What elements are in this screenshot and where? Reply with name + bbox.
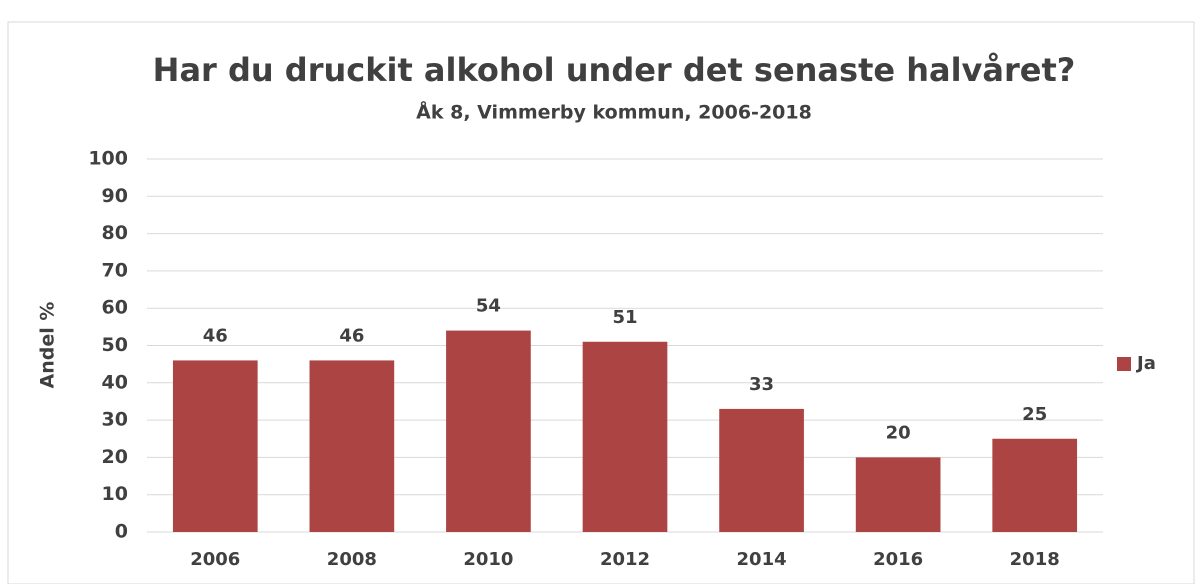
data-label: 25 xyxy=(1022,404,1047,425)
x-tick-label: 2006 xyxy=(190,549,240,570)
legend-label: Ja xyxy=(1135,353,1156,374)
y-tick-label: 30 xyxy=(102,409,128,431)
y-tick-label: 80 xyxy=(102,222,128,244)
bar xyxy=(446,330,531,532)
y-tick-label: 70 xyxy=(102,259,128,281)
bar xyxy=(172,360,258,532)
chart-title: Har du druckit alkohol under det senaste… xyxy=(153,51,1076,89)
data-label: 54 xyxy=(476,296,501,317)
y-tick-label: 100 xyxy=(88,148,128,170)
x-tick-label: 2016 xyxy=(873,549,923,570)
bar xyxy=(582,341,668,532)
y-tick-label: 20 xyxy=(102,446,128,468)
y-tick-label: 40 xyxy=(102,371,128,393)
chart-subtitle: Åk 8, Vimmerby kommun, 2006-2018 xyxy=(416,100,812,124)
y-tick-label: 90 xyxy=(102,185,128,207)
y-tick-label: 10 xyxy=(102,483,128,505)
x-tick-label: 2008 xyxy=(327,549,377,570)
x-tick-label: 2010 xyxy=(463,549,513,570)
data-label: 46 xyxy=(339,325,364,346)
bar xyxy=(992,438,1078,532)
data-label: 20 xyxy=(886,422,911,443)
y-tick-label: 50 xyxy=(102,334,128,356)
x-tick-label: 2014 xyxy=(737,549,787,570)
data-label: 51 xyxy=(612,307,637,328)
bar xyxy=(855,457,941,532)
y-axis-label: Andel % xyxy=(37,302,59,389)
bar xyxy=(309,360,395,532)
x-tick-label: 2018 xyxy=(1010,549,1060,570)
bar xyxy=(719,408,804,532)
data-label: 33 xyxy=(749,374,774,395)
legend-swatch xyxy=(1117,357,1131,371)
x-tick-label: 2012 xyxy=(600,549,650,570)
y-tick-label: 60 xyxy=(102,297,128,319)
y-tick-label: 0 xyxy=(115,521,128,543)
data-label: 46 xyxy=(203,325,228,346)
